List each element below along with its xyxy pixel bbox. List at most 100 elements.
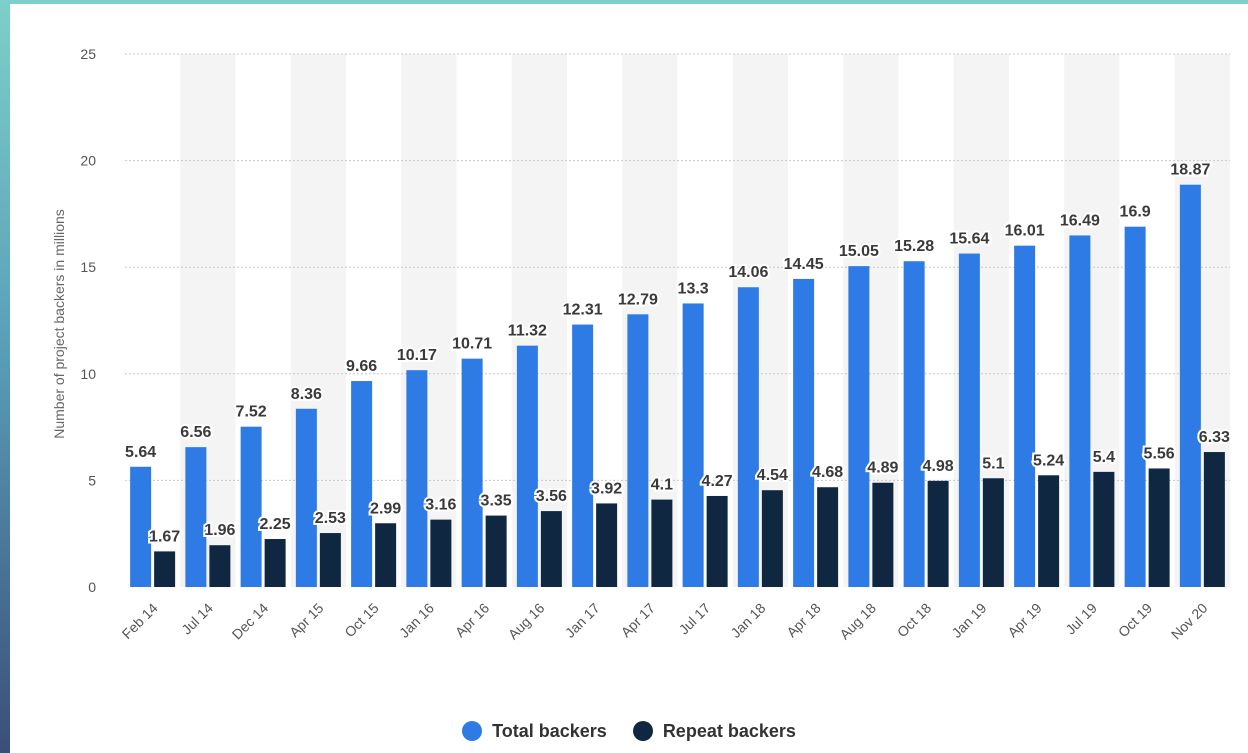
data-label-repeat-6: 3.35	[481, 493, 512, 510]
data-label-total-13: 15.05	[839, 243, 879, 260]
bar-total-6	[461, 358, 483, 587]
x-tick-label-3: Apr 15	[286, 600, 327, 641]
data-label-total-14: 15.28	[894, 238, 934, 255]
x-tick-label-19: Nov 20	[1168, 600, 1211, 643]
x-tick-label-14: Oct 18	[894, 600, 935, 641]
x-tick-label-5: Jan 16	[396, 600, 437, 641]
data-label-repeat-13: 4.89	[867, 460, 898, 477]
bar-repeat-14	[927, 480, 949, 587]
bars	[130, 184, 1225, 588]
bar-repeat-7	[540, 511, 562, 587]
y-tick-label-20: 20	[80, 153, 96, 169]
y-tick-label-5: 5	[88, 472, 96, 488]
x-tick-label-13: Aug 18	[836, 600, 879, 643]
legend-swatch-repeat	[632, 721, 653, 741]
data-label-repeat-7: 3.56	[536, 488, 567, 505]
y-tick-label-10: 10	[80, 366, 96, 382]
legend-label-repeat: Repeat backers	[662, 720, 796, 741]
data-label-repeat-16: 5.24	[1033, 452, 1064, 469]
bar-repeat-17	[1093, 471, 1115, 587]
data-label-repeat-1: 1.96	[204, 522, 235, 539]
bar-total-10	[682, 303, 704, 587]
x-tick-label-17: Jul 19	[1062, 600, 1100, 638]
x-tick-label-10: Jul 17	[676, 600, 714, 638]
data-labels: 5.64 1.67 6.56 1.96 7.52 2.25 8.36 2.53 9.66 2.99…	[123, 160, 1232, 548]
bar-repeat-2	[264, 539, 286, 587]
y-tick-label-25: 25	[80, 46, 96, 62]
bar-total-13	[848, 266, 870, 587]
x-tick-label-7: Aug 16	[505, 600, 548, 643]
bar-total-15	[958, 253, 980, 587]
data-label-total-3: 8.36	[291, 386, 322, 403]
bar-repeat-10	[706, 495, 728, 587]
data-label-repeat-5: 3.16	[425, 497, 456, 514]
bar-total-9	[627, 314, 649, 587]
bar-total-18	[1124, 226, 1146, 587]
data-label-repeat-8: 3.92	[591, 480, 622, 497]
bar-repeat-0	[154, 551, 176, 587]
data-label-repeat-3: 2.53	[315, 510, 346, 527]
data-label-total-16: 16.01	[1005, 223, 1045, 240]
x-tick-label-15: Jan 19	[948, 600, 989, 641]
bar-repeat-19	[1203, 452, 1225, 587]
bar-total-5	[406, 370, 428, 587]
data-label-total-15: 15.64	[949, 231, 989, 248]
y-tick-label-15: 15	[80, 259, 96, 275]
data-label-total-10: 13.3	[678, 280, 709, 297]
bar-repeat-5	[430, 519, 452, 587]
bar-repeat-11	[761, 490, 783, 587]
y-tick-label-0: 0	[88, 579, 96, 595]
data-label-total-19: 18.87	[1170, 162, 1210, 179]
data-label-repeat-14: 4.98	[923, 458, 954, 475]
bar-repeat-3	[319, 533, 341, 587]
legend-item-repeat[interactable]: Repeat backers	[632, 720, 796, 742]
data-label-total-2: 7.52	[236, 404, 267, 421]
bar-total-4	[351, 381, 373, 587]
data-label-repeat-9: 4.1	[651, 477, 673, 494]
x-axis-ticks: Feb 14 Jul 14 Dec 14 Apr 15 Oct 15 Jan 16 Apr …	[119, 600, 1211, 643]
data-label-total-7: 11.32	[508, 323, 547, 340]
x-tick-label-8: Jan 17	[562, 600, 603, 641]
data-label-total-6: 10.71	[452, 336, 492, 353]
x-tick-label-2: Dec 14	[229, 600, 272, 643]
bar-repeat-18	[1148, 468, 1170, 587]
data-label-total-0: 5.64	[125, 444, 156, 461]
x-tick-label-9: Apr 17	[618, 600, 659, 641]
legend-item-total[interactable]: Total backers	[462, 721, 607, 742]
bar-total-19	[1179, 184, 1201, 588]
bar-repeat-13	[872, 482, 894, 587]
data-label-total-8: 12.31	[563, 302, 603, 319]
bar-chart: 0 5 10 15 20 25 Number of project backers in …	[51, 46, 1232, 643]
data-label-repeat-4: 2.99	[370, 500, 401, 517]
bar-total-17	[1069, 235, 1091, 587]
bar-total-7	[516, 345, 538, 587]
bar-total-3	[295, 408, 317, 587]
legend-swatch-total	[462, 721, 483, 741]
data-label-total-12: 14.45	[784, 256, 824, 273]
bar-repeat-8	[596, 503, 618, 587]
bar-total-8	[572, 324, 594, 587]
bar-repeat-6	[485, 515, 507, 587]
data-label-repeat-18: 5.56	[1144, 445, 1175, 462]
bar-repeat-4	[375, 523, 397, 587]
data-label-repeat-0: 1.67	[149, 528, 180, 545]
legend: Total backers Repeat backers	[10, 716, 1248, 746]
data-label-repeat-2: 2.25	[260, 516, 291, 533]
bar-repeat-16	[1038, 475, 1060, 587]
data-label-repeat-19: 6.33	[1199, 429, 1230, 446]
bar-repeat-15	[982, 478, 1004, 587]
x-tick-label-18: Oct 19	[1115, 600, 1156, 641]
data-label-total-5: 10.17	[397, 347, 437, 364]
legend-label-total: Total backers	[492, 720, 607, 741]
data-label-repeat-17: 5.4	[1093, 449, 1115, 466]
bar-repeat-9	[651, 499, 673, 587]
x-tick-label-0: Feb 14	[119, 600, 161, 642]
bar-repeat-1	[209, 545, 231, 587]
bar-total-0	[130, 466, 152, 587]
data-label-total-1: 6.56	[180, 424, 211, 441]
y-axis-label: Number of project backers in millions	[51, 209, 67, 439]
bar-total-1	[185, 447, 207, 587]
data-label-repeat-15: 5.1	[982, 455, 1004, 472]
chart-panel: 0 5 10 15 20 25 Number of project backers in …	[10, 4, 1248, 753]
data-label-repeat-12: 4.68	[812, 464, 843, 481]
